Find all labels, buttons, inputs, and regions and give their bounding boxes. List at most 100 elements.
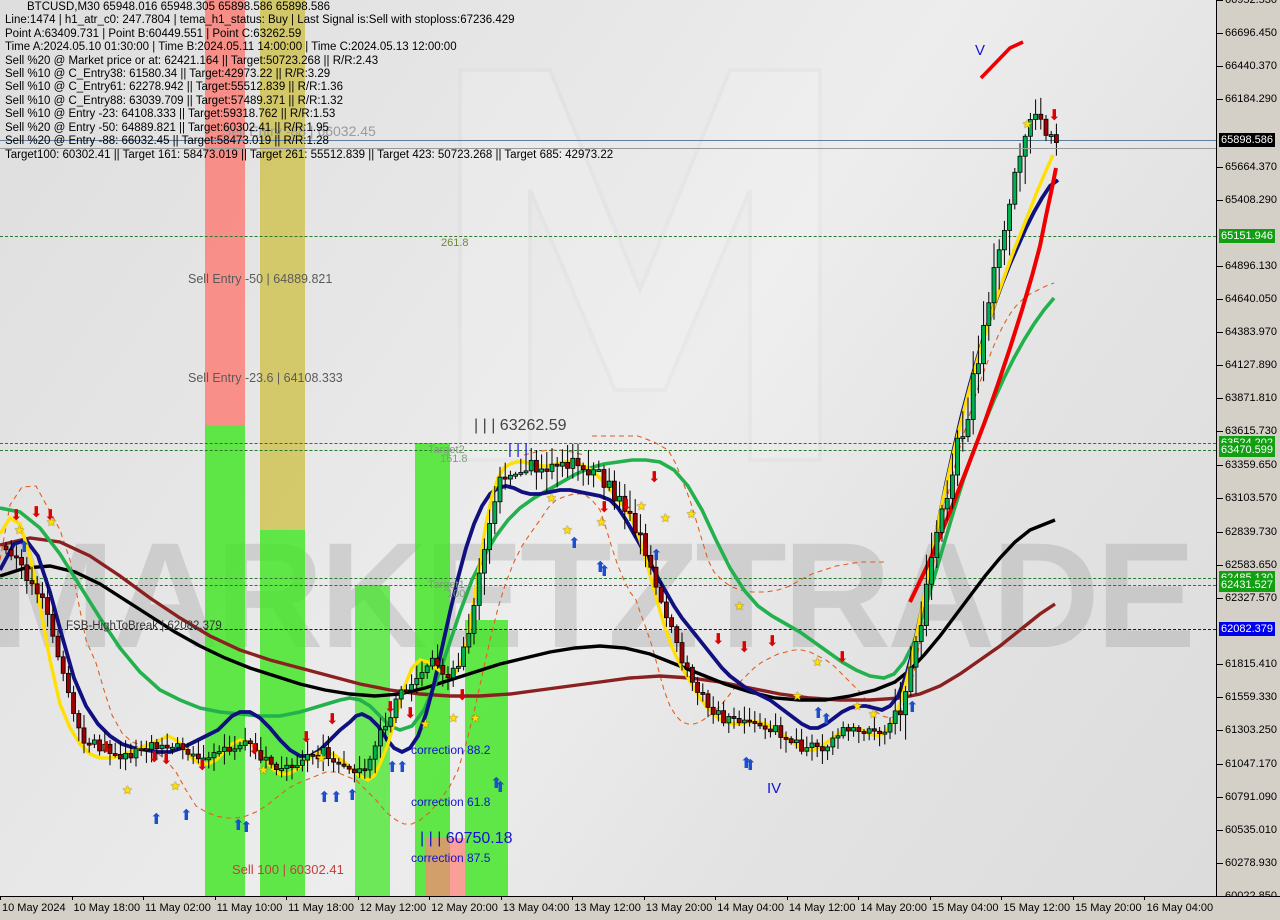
candle-bullish [970, 373, 976, 420]
time-tick [643, 897, 645, 900]
price-tick-label: 64127.890 [1225, 359, 1277, 372]
candle-bearish [13, 555, 19, 559]
candle-bullish [149, 742, 155, 750]
candle-bullish [492, 501, 498, 524]
annotation-14: Sell 100 | 60302.41 [232, 862, 344, 877]
price-tick [1217, 598, 1223, 599]
candle-bearish [788, 738, 794, 744]
time-tick [71, 897, 73, 900]
candle-bullish [929, 557, 934, 585]
signal-star-icon: ★ [258, 763, 269, 777]
buy-arrow-icon: ⬆ [906, 698, 919, 716]
price-tick [1217, 0, 1223, 1]
price-tick [1217, 299, 1223, 300]
candle-bearish [1054, 134, 1059, 143]
signal-star-icon: ★ [852, 699, 863, 713]
signal-star-icon: ★ [122, 783, 133, 797]
price-tick [1217, 862, 1223, 864]
price-highlight-label: 62431.527 [1219, 578, 1275, 592]
time-scale[interactable]: 10 May 2024 10 May 18:00 11 May 02:00 11 Ma… [0, 896, 1280, 920]
candle-bullish [918, 625, 924, 642]
time-tick [1072, 897, 1074, 900]
candle-bullish [429, 657, 435, 667]
signal-star-icon: ★ [596, 515, 607, 529]
price-tick-label: 62839.730 [1225, 525, 1277, 538]
price-tick [1217, 332, 1223, 334]
sell-arrow-icon: ⬇ [248, 740, 261, 758]
candle-bullish [284, 764, 290, 769]
candle-bullish [560, 461, 565, 467]
sell-arrow-icon: ⬇ [384, 698, 397, 716]
candle-bearish [258, 750, 264, 761]
candlesticks [3, 97, 1059, 783]
signal-star-icon: ★ [636, 499, 647, 513]
time-tick-label: 15 May 04:00 [931, 902, 999, 914]
signal-star-icon: ★ [170, 779, 181, 793]
candle-bullish [279, 768, 285, 771]
candle-bullish [903, 691, 908, 716]
candle-bullish [175, 743, 181, 748]
chart-plot-area[interactable]: MARKETZTRADE [0, 0, 1216, 896]
candle-bullish [887, 723, 893, 733]
time-tick-label: 13 May 04:00 [502, 902, 570, 914]
annotation-13: correction 87.5 [411, 851, 491, 865]
candle-bullish [965, 419, 971, 438]
candle-bearish [679, 642, 685, 664]
price-tick [1217, 697, 1223, 699]
candle-bullish [830, 737, 836, 748]
candle-bullish [950, 474, 955, 499]
candle-bearish [154, 742, 160, 750]
candle-bearish [669, 617, 674, 628]
candle-bearish [310, 753, 316, 757]
sell-arrow-icon: ⬇ [712, 630, 725, 648]
buy-arrow-icon: ⬆ [490, 774, 503, 792]
buy-arrow-icon: ⬆ [180, 806, 193, 824]
candle-bearish [185, 749, 191, 755]
session-band [205, 0, 245, 425]
signal-star-icon: ★ [448, 711, 459, 725]
price-tick-label: 64896.130 [1225, 259, 1277, 272]
candle-bullish [367, 758, 373, 771]
sell-arrow-icon: ⬇ [836, 648, 849, 666]
buy-arrow-icon: ⬆ [396, 758, 409, 776]
sell-arrow-icon: ⬇ [598, 498, 611, 516]
price-tick-label: 61815.410 [1225, 658, 1277, 671]
candle-bearish [253, 743, 259, 751]
candle-bearish [752, 721, 758, 724]
candle-bullish [606, 480, 612, 488]
candle-bullish [1022, 135, 1028, 157]
candle-bullish [518, 471, 524, 475]
candle-bullish [237, 745, 243, 750]
price-tick [1217, 564, 1223, 566]
session-band [260, 0, 305, 530]
candle-bearish [768, 728, 773, 733]
candle-bullish [476, 572, 482, 606]
candle-bearish [273, 763, 279, 770]
buy-arrow-icon: ⬆ [494, 778, 507, 796]
price-highlight-label: 62082.379 [1219, 622, 1275, 636]
annotation-0: Sell Entry -50 | 64889.821 [188, 272, 333, 286]
signal-star-icon: ★ [14, 523, 25, 537]
candle-bearish [799, 739, 804, 752]
candle-bearish [664, 601, 669, 619]
candle-bearish [336, 761, 342, 765]
signal-star-icon: ★ [470, 711, 481, 725]
candle-bearish [544, 468, 550, 472]
buy-arrow-icon: ⬆ [150, 810, 163, 828]
sell-arrow-icon: ⬇ [30, 503, 43, 521]
candle-bearish [45, 597, 50, 615]
signal-star-icon: ★ [660, 511, 671, 525]
price-scale[interactable]: 66952.530 66696.450 66440.370 66184.290 6566… [1216, 0, 1280, 902]
price-tick-label: 63871.810 [1225, 392, 1277, 405]
annotation-17: IV [767, 780, 782, 797]
candle-bearish [19, 557, 25, 566]
candle-bearish [721, 710, 726, 724]
candle-bullish [242, 740, 248, 746]
candle-bearish [71, 692, 76, 714]
candle-bearish [8, 549, 14, 557]
candle-bearish [107, 743, 113, 754]
price-tick-label: 64640.050 [1225, 293, 1277, 305]
candle-bullish [981, 325, 986, 365]
price-tick-label: 63615.730 [1225, 425, 1277, 438]
